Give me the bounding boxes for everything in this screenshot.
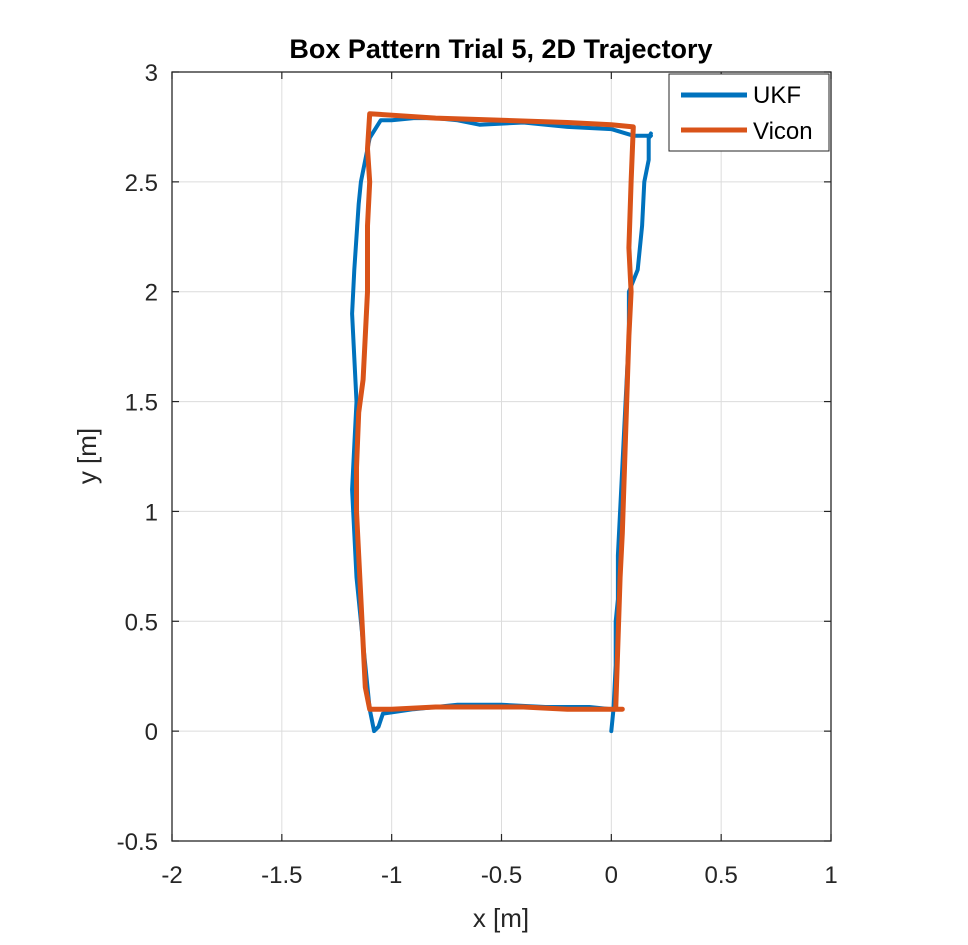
y-axis-label: y [m] [72, 428, 102, 484]
y-tick-label: -0.5 [117, 829, 158, 856]
series-layer [350, 111, 653, 734]
series-line-vicon [354, 111, 636, 712]
x-tick-label: -0.5 [481, 862, 522, 889]
y-tick-label: 3 [145, 60, 158, 87]
x-axis-label: x [m] [473, 903, 529, 933]
y-tick-label: 0 [145, 719, 158, 746]
y-tick-labels: -0.5 0 0.5 1 1.5 2 2.5 3 [117, 60, 158, 856]
y-tick-label: 1.5 [125, 390, 158, 417]
x-tick-label: -2 [161, 862, 182, 889]
legend: UKF Vicon [668, 73, 830, 152]
x-tick-label: -1 [381, 862, 402, 889]
x-tick-label: 0 [605, 862, 618, 889]
y-tick-label: 1 [145, 499, 158, 526]
legend-box [668, 73, 830, 152]
y-tick-label: 0.5 [125, 609, 158, 636]
y-tick-label: 2.5 [125, 170, 158, 197]
chart-title: Box Pattern Trial 5, 2D Trajectory [289, 34, 712, 64]
x-tick-label: -1.5 [261, 862, 302, 889]
legend-label-ukf: UKF [753, 82, 801, 109]
y-tick-label: 2 [145, 280, 158, 307]
x-tick-label: 0.5 [704, 862, 737, 889]
legend-label-vicon: Vicon [753, 118, 813, 145]
grid [172, 72, 831, 841]
x-tick-label: 1 [824, 862, 837, 889]
x-tick-labels: -2 -1.5 -1 -0.5 0 0.5 1 [161, 862, 837, 889]
